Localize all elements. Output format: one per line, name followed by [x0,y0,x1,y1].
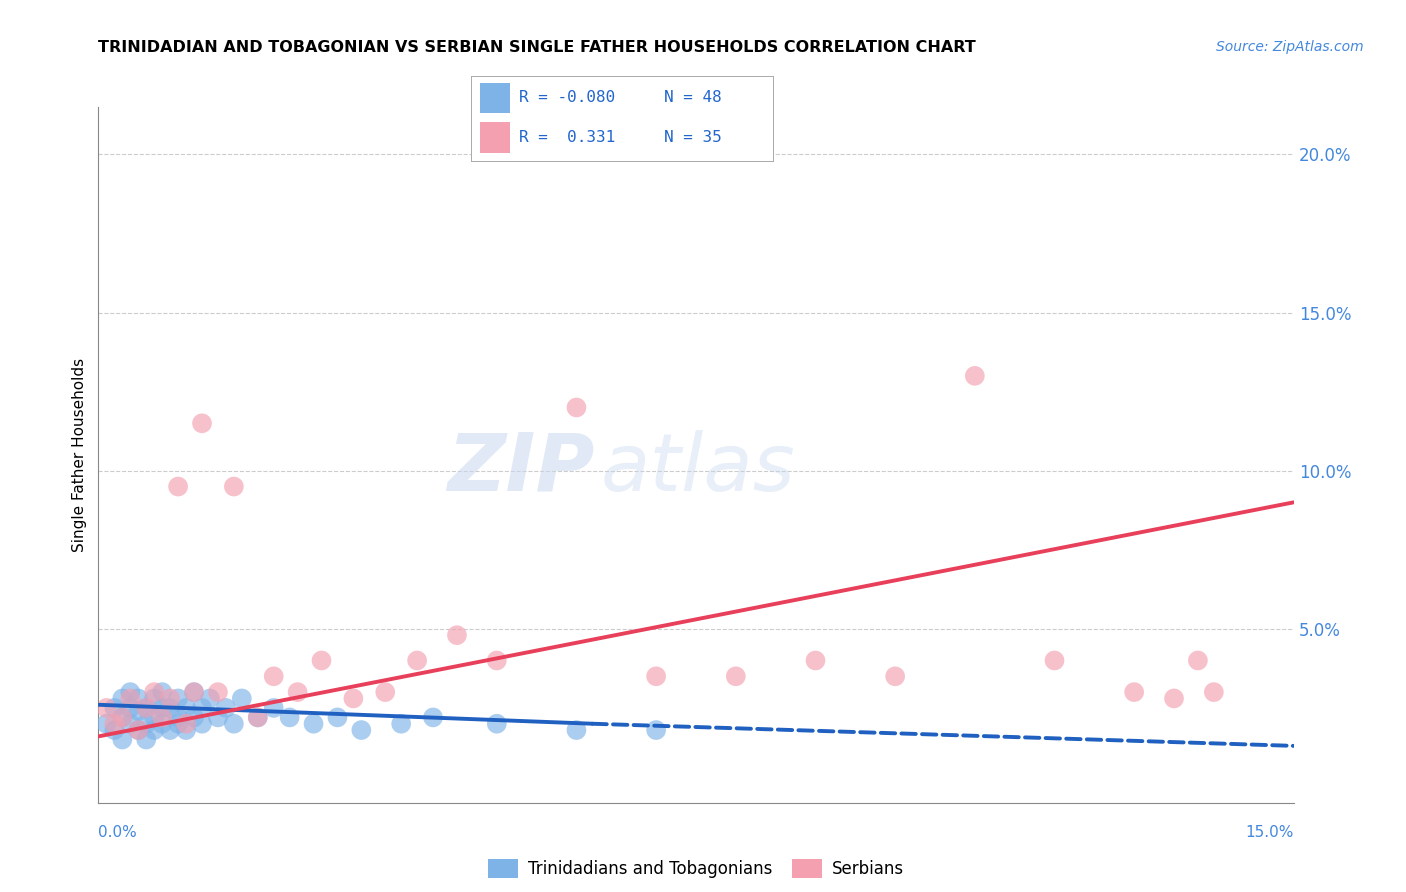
Point [645,723,668,737]
Point [1187,653,1209,667]
Point [207,710,229,724]
Point [135,701,157,715]
Point [724,669,747,683]
Point [191,716,214,731]
Point [127,704,149,718]
Point [246,710,269,724]
Point [143,710,166,724]
Point [565,401,588,415]
Point [135,701,157,715]
Point [246,710,269,724]
Point [406,653,429,667]
Point [167,710,190,724]
Point [1202,685,1225,699]
Point [143,723,166,737]
Point [311,653,333,667]
Point [150,710,173,724]
Point [446,628,468,642]
Text: N = 48: N = 48 [665,90,723,105]
Point [1043,653,1066,667]
Point [884,669,907,683]
Point [135,732,157,747]
Text: 0.0%: 0.0% [98,825,138,840]
Point [374,685,396,699]
Point [389,716,412,731]
Point [326,710,349,724]
Point [485,653,508,667]
Point [485,716,508,731]
Point [222,716,245,731]
Bar [479,122,510,153]
Point [127,691,149,706]
Point [191,417,214,431]
Point [963,368,986,383]
Point [167,691,190,706]
Point [120,691,142,706]
Bar [479,83,510,113]
Point [804,653,827,667]
Point [159,701,181,715]
Point [183,710,205,724]
Point [167,479,190,493]
Point [215,701,238,715]
Point [278,710,301,724]
Point [111,732,134,747]
Point [96,701,118,715]
Point [287,685,309,699]
Point [111,710,134,724]
Point [150,701,173,715]
Point [422,710,444,724]
Text: atlas: atlas [600,430,796,508]
Point [174,701,197,715]
Point [120,701,142,715]
Point [222,479,245,493]
Point [150,716,173,731]
Text: TRINIDADIAN AND TOBAGONIAN VS SERBIAN SINGLE FATHER HOUSEHOLDS CORRELATION CHART: TRINIDADIAN AND TOBAGONIAN VS SERBIAN SI… [98,40,976,55]
Legend: Trinidadians and Tobagonians, Serbians: Trinidadians and Tobagonians, Serbians [481,853,911,885]
Text: N = 35: N = 35 [665,130,723,145]
Point [120,716,142,731]
Point [159,691,181,706]
Point [127,723,149,737]
Point [263,701,285,715]
Point [1123,685,1146,699]
Point [1163,691,1185,706]
Text: R =  0.331: R = 0.331 [519,130,616,145]
Point [302,716,325,731]
Point [198,691,221,706]
Point [174,716,197,731]
Point [183,685,205,699]
Text: R = -0.080: R = -0.080 [519,90,616,105]
Y-axis label: Single Father Households: Single Father Households [72,358,87,552]
Point [143,691,166,706]
Point [174,723,197,737]
Point [159,723,181,737]
Point [143,685,166,699]
Point [127,723,149,737]
Point [150,685,173,699]
Point [111,691,134,706]
Point [103,723,125,737]
Point [231,691,253,706]
Point [207,685,229,699]
Text: Source: ZipAtlas.com: Source: ZipAtlas.com [1216,40,1364,54]
Text: ZIP: ZIP [447,430,595,508]
Point [120,685,142,699]
Point [111,710,134,724]
Point [350,723,373,737]
Point [103,701,125,715]
Point [645,669,668,683]
Point [96,716,118,731]
Text: 15.0%: 15.0% [1246,825,1294,840]
Point [191,701,214,715]
Point [103,716,125,731]
Point [263,669,285,683]
Point [565,723,588,737]
Point [167,716,190,731]
Point [342,691,364,706]
Point [135,716,157,731]
Point [183,685,205,699]
